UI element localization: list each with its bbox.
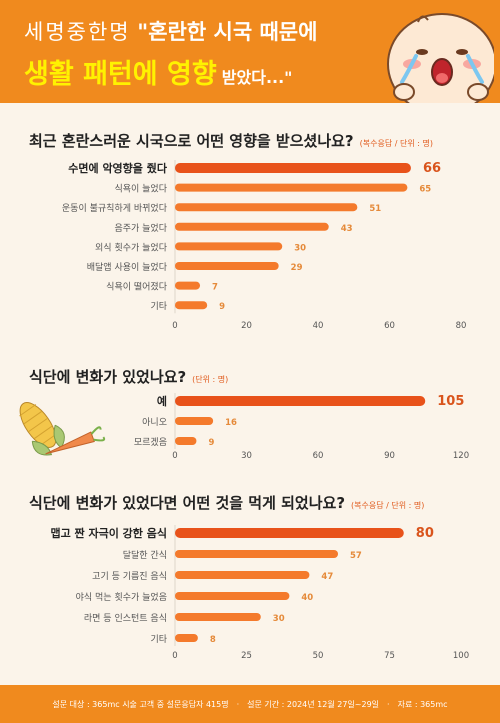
category-label: 수면에 악영향을 줬다 <box>68 161 168 175</box>
crying-mascot-icon <box>387 13 494 103</box>
bar <box>175 437 197 445</box>
bar <box>175 613 261 621</box>
category-label: 배달앱 사용이 늘었다 <box>87 261 168 273</box>
axis-tick-label: 80 <box>456 321 467 331</box>
footer-survey-period: 설문 기간 : 2024년 12월 27일~29일 <box>247 699 380 709</box>
header-highlight: 생활 패턴에 영향 <box>24 59 217 90</box>
axis-tick-label: 50 <box>313 651 324 661</box>
footer-source: 자료 : 365mc <box>397 699 448 709</box>
data-label: 8 <box>210 635 216 645</box>
data-label: 16 <box>225 418 237 428</box>
data-label: 47 <box>321 572 333 582</box>
bar <box>175 203 358 212</box>
footer-separator: · <box>387 699 390 709</box>
category-label: 야식 먹는 횟수가 늘었음 <box>76 591 167 603</box>
data-label: 105 <box>437 394 464 409</box>
section-1-title: 최근 혼란스러운 시국으로 어떤 영향을 받으셨나요? (복수응답 / 단위 : … <box>29 130 433 151</box>
bar <box>175 417 214 425</box>
bar <box>175 592 290 600</box>
category-label: 고기 등 기름진 음식 <box>92 571 167 582</box>
category-label: 달달한 간식 <box>123 549 167 561</box>
data-label: 30 <box>294 243 306 253</box>
bar <box>175 396 426 406</box>
data-label: 43 <box>341 224 353 234</box>
bar <box>175 281 201 290</box>
bar <box>175 550 339 558</box>
axis-tick-label: 60 <box>384 321 395 331</box>
bar <box>175 183 408 192</box>
header-line1-light: 세명중한명 <box>24 20 131 44</box>
header-banner: 세명중한명 "혼란한 시국 때문에 생활 패턴에 영향 받았다..." <box>0 0 500 103</box>
bar <box>175 571 310 579</box>
bar <box>175 528 404 538</box>
axis-tick-label: 60 <box>313 451 324 461</box>
data-label: 66 <box>423 161 441 176</box>
bar <box>175 262 279 270</box>
category-label: 기타 <box>150 301 167 312</box>
category-label: 라면 등 인스턴트 음식 <box>84 613 167 624</box>
category-label: 식욕이 떨어졌다 <box>106 281 168 293</box>
axis-tick-label: 25 <box>241 651 252 661</box>
section-3-title-text: 식단에 변화가 있었다면 어떤 것을 먹게 되었나요? <box>29 494 346 512</box>
footer-survey-target: 설문 대상 : 365mc 시술 고객 중 설문응답자 415명 <box>52 699 229 709</box>
axis-tick-label: 40 <box>313 321 324 331</box>
section-3-title: 식단에 변화가 있었다면 어떤 것을 먹게 되었나요? (복수응답 / 단위 : … <box>29 492 424 513</box>
axis-tick-label: 120 <box>453 451 469 461</box>
data-label: 65 <box>419 185 431 195</box>
category-label: 맵고 짠 자극이 강한 음식 <box>50 526 167 540</box>
axis-tick-label: 75 <box>384 651 395 661</box>
category-label: 기타 <box>150 634 167 645</box>
category-label: 모르겠음 <box>134 437 167 448</box>
header-line2: 생활 패턴에 영향 받았다..." <box>24 52 293 91</box>
header-line2-small: 받았다..." <box>221 68 293 87</box>
bar <box>175 242 283 251</box>
axis-tick-label: 0 <box>172 651 177 661</box>
footer-separator: · <box>236 699 240 709</box>
axis-tick-label: 0 <box>172 451 177 461</box>
bar <box>175 163 411 173</box>
data-label: 51 <box>369 204 381 214</box>
bar <box>175 301 208 310</box>
section-1-unit: (복수응답 / 단위 : 명) <box>359 139 433 148</box>
axis-tick-label: 0 <box>172 321 177 331</box>
footer-bar: 설문 대상 : 365mc 시술 고객 중 설문응답자 415명 · 설문 기간… <box>0 685 500 723</box>
header-line1: 세명중한명 "혼란한 시국 때문에 <box>24 16 317 46</box>
axis-tick-label: 100 <box>453 651 469 661</box>
axis-tick-label: 20 <box>241 321 252 331</box>
header-line1-bold: "혼란한 시국 때문에 <box>137 20 318 44</box>
axis-tick-label: 90 <box>384 451 395 461</box>
section-2-unit: (단위 : 명) <box>192 375 229 384</box>
section-2-title-text: 식단에 변화가 있었나요? <box>29 368 187 386</box>
bar <box>175 222 329 231</box>
category-label: 예 <box>157 394 167 408</box>
category-label: 아니오 <box>142 417 167 428</box>
data-label: 7 <box>212 283 218 293</box>
axis-tick-label: 30 <box>241 451 252 461</box>
data-label: 29 <box>291 263 303 273</box>
category-label: 식욕이 늘었다 <box>114 183 167 195</box>
category-label: 외식 횟수가 늘었다 <box>95 241 168 253</box>
data-label: 9 <box>219 302 225 312</box>
category-label: 운동이 불규칙하게 바뀌었다 <box>62 202 168 214</box>
section-3-unit: (복수응답 / 단위 : 명) <box>351 501 425 510</box>
section-1-title-text: 최근 혼란스러운 시국으로 어떤 영향을 받으셨나요? <box>29 132 354 150</box>
data-label: 80 <box>416 526 434 541</box>
section-2-title: 식단에 변화가 있었나요? (단위 : 명) <box>29 366 228 387</box>
data-label: 9 <box>208 438 214 448</box>
category-label: 음주가 늘었다 <box>114 222 167 234</box>
bar <box>175 634 198 642</box>
corn-carrot-illustration-icon <box>19 402 106 456</box>
data-label: 57 <box>350 551 362 561</box>
data-label: 30 <box>273 614 285 624</box>
data-label: 40 <box>301 593 313 603</box>
